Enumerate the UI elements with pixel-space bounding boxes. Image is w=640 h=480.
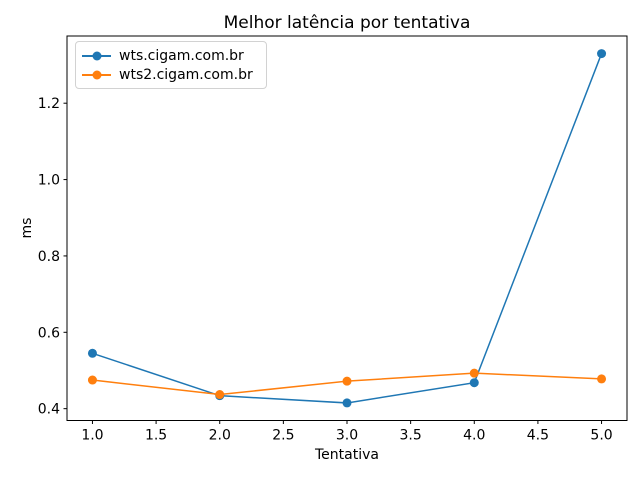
data-point-1-4 [597,374,607,384]
y-tick-label: 0.8 [38,249,60,265]
x-tick-label: 1.0 [81,428,103,444]
legend-item-wts2: wts2.cigam.com.br [82,65,260,84]
y-tick-label: 1.2 [38,96,60,112]
data-point-1-1 [215,390,225,400]
data-point-0-4 [597,49,607,59]
x-tick-label: 1.5 [145,428,167,444]
y-tick-label: 0.6 [38,325,60,341]
x-tick-label: 2.5 [272,428,294,444]
x-tick-label: 5.0 [590,428,612,444]
x-tick-label: 3.0 [336,428,358,444]
legend-item-wts: wts.cigam.com.br [82,46,260,65]
legend: wts.cigam.com.br wts2.cigam.com.br [75,41,267,89]
x-tick-label: 4.5 [527,428,549,444]
data-point-1-2 [342,376,352,386]
axes-spines [66,35,628,421]
x-tick-label: 3.5 [400,428,422,444]
legend-label: wts2.cigam.com.br [119,66,253,83]
chart-title: Melhor latência por tentativa [223,13,471,33]
data-point-1-3 [469,368,479,378]
legend-dot-icon [92,70,101,79]
y-axis-label: ms [19,217,35,239]
x-tick-label: 2.0 [209,428,231,444]
data-point-0-0 [87,348,97,358]
legend-label: wts.cigam.com.br [119,47,244,64]
y-tick-label: 0.4 [38,402,60,418]
data-point-0-3 [469,378,479,388]
legend-dot-icon [92,51,101,60]
data-point-1-0 [87,375,97,385]
y-tick-label: 1.0 [38,173,60,189]
x-axis-label: Tentativa [315,447,379,463]
data-point-0-2 [342,398,352,408]
legend-line-marker-icon [82,50,111,61]
legend-line-marker-icon [82,69,111,80]
x-tick-label: 4.0 [463,428,485,444]
series-line-0 [92,53,603,404]
